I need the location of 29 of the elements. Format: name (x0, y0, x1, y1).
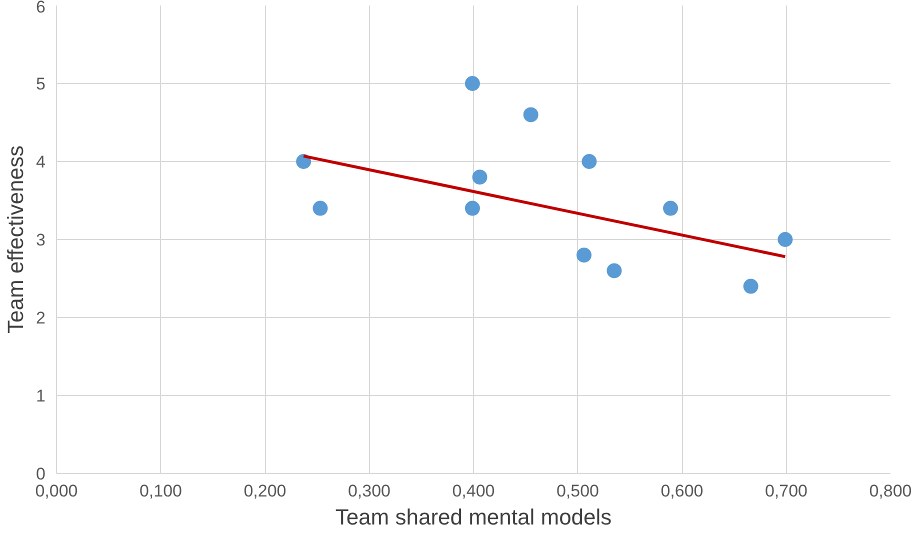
point (464, 76, 480, 91)
y-tick-label: 4 (36, 152, 46, 172)
x-tick-label: 0,500 (556, 482, 600, 500)
point (582, 154, 597, 169)
point (663, 200, 678, 216)
point (576, 248, 592, 263)
y-tick-label: 2 (36, 308, 46, 328)
point (778, 232, 793, 247)
point (472, 170, 488, 185)
x-tick-label: 0,400 (452, 482, 495, 500)
x-tick-label: 0,700 (764, 482, 808, 500)
y-tick-label: 3 (36, 230, 46, 250)
point (523, 107, 538, 122)
x-axis-title: Team shared mental models (335, 504, 612, 530)
y-tick-label: 1 (36, 386, 46, 406)
point (743, 278, 758, 294)
point (606, 263, 622, 278)
y-axis-title: Team effectiveness (3, 146, 28, 334)
y-tick-label: 6 (36, 0, 46, 16)
y-tick-label: 0 (36, 464, 46, 484)
x-tick-label: 0,600 (660, 482, 704, 500)
x-tick-label: 0,100 (139, 482, 182, 500)
x-tick-label: 0,000 (35, 482, 78, 500)
y-tick-label: 5 (36, 74, 46, 94)
point (312, 200, 328, 216)
point (464, 200, 480, 216)
x-tick-label: 0,200 (244, 482, 286, 500)
x-tick-label: 0,800 (869, 482, 912, 500)
x-tick-label: 0,300 (348, 482, 391, 500)
